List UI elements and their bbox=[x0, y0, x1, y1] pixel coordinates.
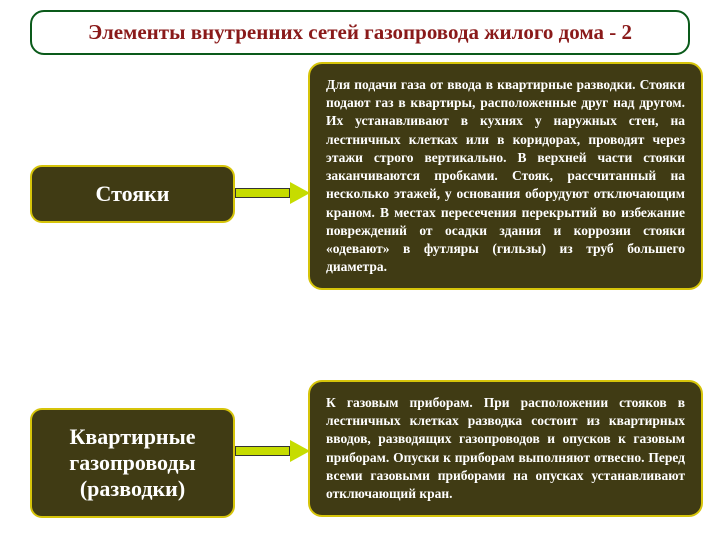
item-label-kvartirnye: Квартирные газопроводы (разводки) bbox=[30, 408, 235, 518]
item-desc-kvartirnye: К газовым приборам. При расположении сто… bbox=[308, 380, 703, 517]
arrow-icon bbox=[235, 440, 310, 462]
item-desc-stoyaki: Для подачи газа от ввода в квартирные ра… bbox=[308, 62, 703, 290]
arrow-head bbox=[290, 440, 310, 462]
arrow-stem bbox=[235, 188, 290, 198]
arrow-stem bbox=[235, 446, 290, 456]
arrow-icon bbox=[235, 182, 310, 204]
item-label-stoyaki: Стояки bbox=[30, 165, 235, 223]
arrow-head bbox=[290, 182, 310, 204]
slide-title: Элементы внутренних сетей газопровода жи… bbox=[30, 10, 690, 55]
